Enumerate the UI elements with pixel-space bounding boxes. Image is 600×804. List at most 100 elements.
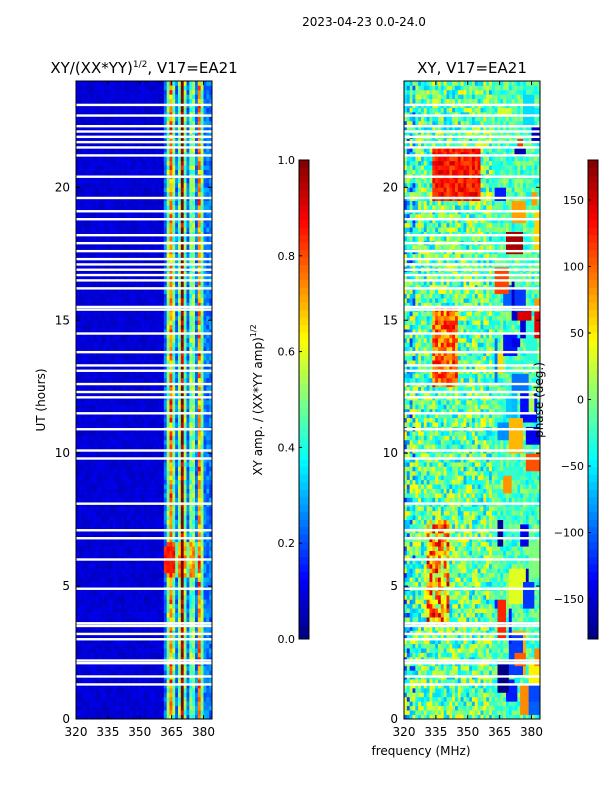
heatmap-cell [118, 351, 122, 357]
heatmap-cell [93, 705, 97, 711]
heatmap-cell [172, 532, 176, 538]
heatmap-cell [155, 648, 159, 653]
heatmap-cell [192, 612, 196, 618]
heatmap-cell [121, 639, 125, 645]
heatmap-cell [209, 568, 213, 574]
heatmap-cell [158, 581, 162, 587]
heatmap-cell [149, 497, 153, 503]
heatmap-cell [138, 555, 142, 560]
heatmap-cell [127, 475, 131, 481]
heatmap-cell [195, 665, 199, 671]
heatmap-cell [178, 400, 182, 405]
heatmap-cell [195, 541, 199, 547]
heatmap-cell [112, 524, 117, 529]
heatmap-cell [152, 360, 156, 365]
heatmap-cell [129, 391, 134, 396]
heatmap-cell [189, 324, 193, 330]
heatmap-cell [209, 351, 213, 357]
heatmap-cell [98, 692, 102, 698]
heatmap-cell [115, 577, 119, 582]
heatmap-cell [200, 337, 204, 343]
heatmap-cell [107, 386, 111, 392]
heatmap-cell [138, 377, 142, 383]
heatmap-cell [195, 439, 199, 445]
heatmap-cell [135, 577, 139, 582]
heatmap-cell [152, 563, 156, 569]
heatmap-cell [112, 692, 117, 698]
heatmap-cell [158, 351, 162, 357]
heatmap-cell [209, 293, 213, 299]
heatmap-cell [110, 329, 114, 334]
heatmap-cell [81, 293, 85, 299]
heatmap-cell [149, 652, 153, 658]
heatmap-cell [84, 532, 88, 538]
heatmap-cell [93, 298, 97, 303]
heatmap-cell [161, 577, 165, 582]
heatmap-cell [189, 652, 193, 658]
heatmap-cell [121, 572, 125, 578]
heatmap-cell [200, 493, 204, 498]
heatmap-cell [90, 679, 94, 684]
heatmap-cell [76, 422, 80, 427]
heatmap-cell [95, 519, 100, 525]
heatmap-cell [178, 462, 182, 467]
heatmap-cell [118, 594, 122, 600]
heatmap-cell [178, 532, 182, 538]
heatmap-cell [158, 258, 162, 263]
heatmap-cell [81, 457, 85, 463]
heatmap-cell [149, 444, 153, 450]
heatmap-cell [135, 692, 139, 698]
heatmap-cell [197, 439, 202, 445]
heatmap-cell [200, 435, 204, 441]
heatmap-cell [129, 581, 134, 587]
heatmap-cell [93, 462, 97, 467]
heatmap-cell [107, 594, 111, 600]
heatmap-cell [115, 555, 119, 560]
heatmap-cell [124, 475, 128, 481]
heatmap-cell [138, 705, 142, 711]
heatmap-cell [84, 581, 88, 587]
heatmap-cell [200, 302, 204, 308]
heatmap-cell [158, 302, 162, 308]
heatmap-cell [197, 302, 202, 308]
heatmap-cell [206, 479, 210, 485]
heatmap-cell [180, 311, 185, 317]
heatmap-cell [121, 333, 125, 339]
heatmap-cell [90, 391, 94, 396]
heatmap-cell [169, 555, 173, 560]
heatmap-cell [186, 329, 190, 334]
heatmap-cell [189, 665, 193, 671]
heatmap-cell [141, 541, 145, 547]
heatmap-cell [121, 373, 125, 379]
heatmap-cell [78, 253, 83, 259]
heatmap-cell [135, 315, 139, 321]
heatmap-cell [78, 670, 83, 676]
heatmap-cell [112, 648, 117, 653]
heatmap-cell [186, 541, 190, 547]
heatmap-cell [206, 581, 210, 587]
heatmap-cell [104, 577, 108, 582]
heatmap-cell [183, 550, 187, 556]
heatmap-cell [178, 510, 182, 516]
heatmap-cell [186, 457, 190, 463]
heatmap-cell [169, 391, 173, 396]
heatmap-cell [135, 470, 139, 476]
heatmap-cell [195, 333, 199, 339]
heatmap-cell [90, 670, 94, 676]
heatmap-cell [163, 431, 168, 436]
heatmap-cell [183, 462, 187, 467]
heatmap-cell [110, 701, 114, 707]
heatmap-cell [206, 625, 210, 631]
heatmap-cell [107, 479, 111, 485]
heatmap-cell [189, 337, 193, 343]
heatmap-cell [138, 599, 142, 605]
heatmap-cell [163, 275, 168, 281]
heatmap-cell [84, 683, 88, 689]
heatmap-cell [175, 524, 179, 529]
heatmap-cell [104, 692, 108, 698]
heatmap-cell [175, 275, 179, 281]
heatmap-cell [76, 581, 80, 587]
heatmap-cell [76, 497, 80, 503]
heatmap-cell [195, 329, 199, 334]
heatmap-cell [175, 475, 179, 481]
